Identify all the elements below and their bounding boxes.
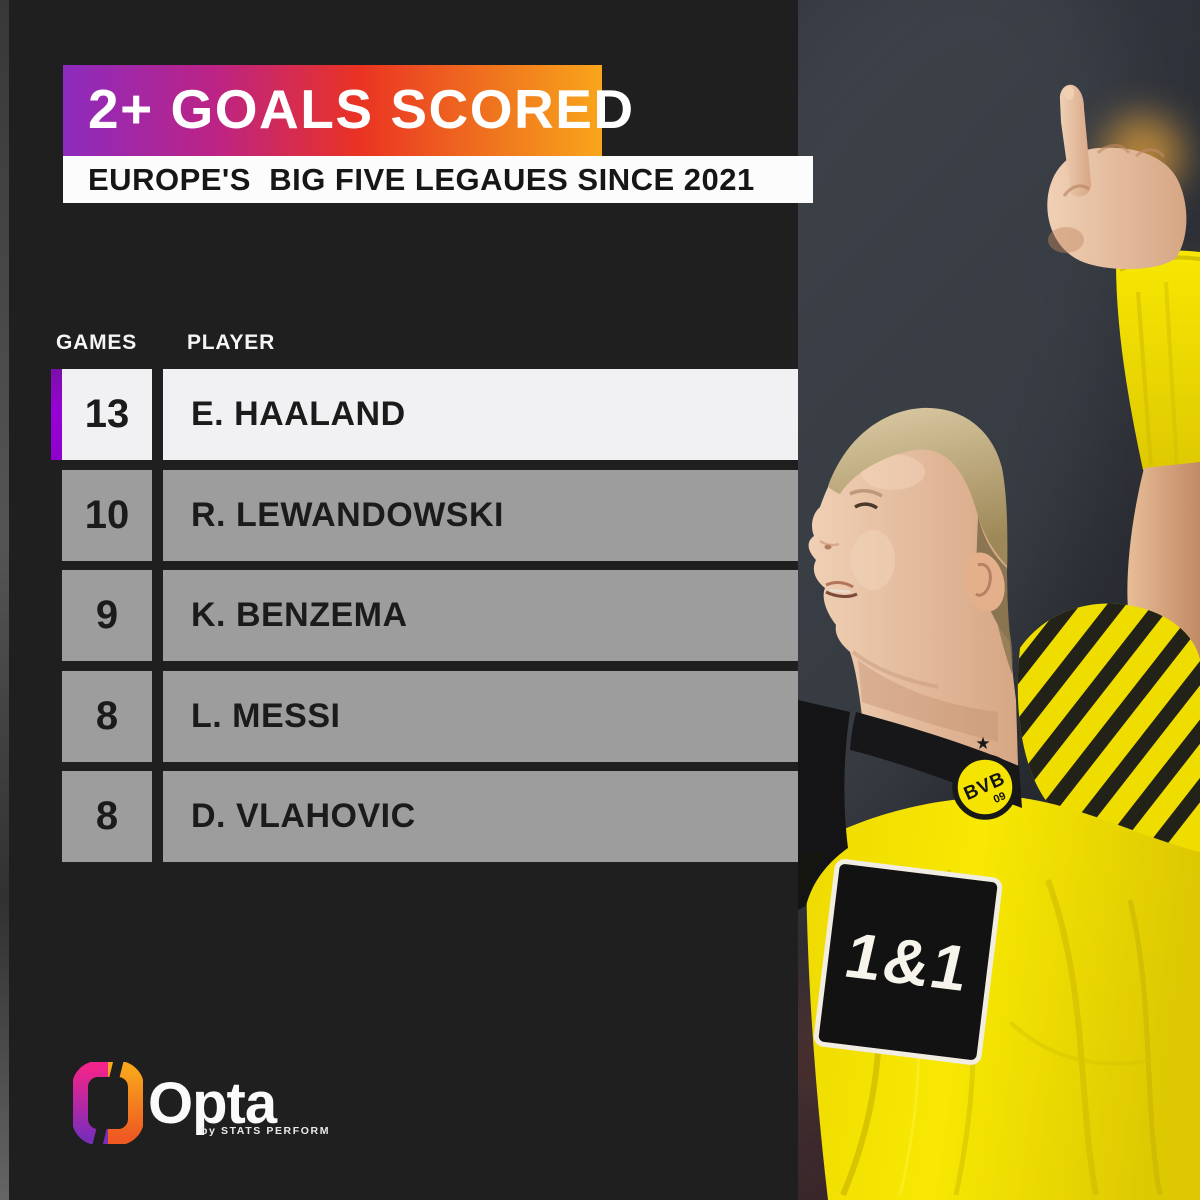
player-cell: D. VLAHOVIC [163,771,798,862]
left-edge-glow [0,0,9,1200]
puma-logo-icon [800,850,828,891]
page-title: 2+ GOALS SCORED [88,77,635,140]
player-cell: E. HAALAND [163,369,798,460]
eye [854,502,879,510]
ear [963,552,1005,612]
games-cell: 10 [62,469,152,561]
svg-text:1&1: 1&1 [839,919,978,1004]
player-cell: R. LEWANDOWSKI [163,469,798,561]
hair [828,407,1008,566]
head [808,407,1018,766]
table-row: 9 K. BENZEMA [62,570,798,661]
cell-gap [152,671,163,762]
eyebrow [849,489,883,498]
games-cell: 8 [62,670,152,762]
table-column-headers: GAMES PLAYER [0,331,798,355]
brand-subtext: by STATS PERFORM [201,1125,331,1137]
title-banner: 2+ GOALS SCORED [63,65,633,156]
cell-gap [152,771,163,862]
accent-bar [51,369,62,460]
subtitle-bar: EUROPE'S BIG FIVE LEGAUES SINCE 2021 [63,156,813,203]
bvb-badge-icon: ★ BVB 09 [952,734,1018,820]
svg-text:09: 09 [992,790,1008,806]
cell-gap [152,570,163,661]
table-row: 10 R. LEWANDOWSKI [62,469,798,561]
column-header-player: PLAYER [187,331,276,354]
opta-logo-icon [73,1043,143,1163]
page-subtitle: EUROPE'S BIG FIVE LEGAUES SINCE 2021 [88,161,755,197]
brand-name: Opta [148,1071,277,1136]
cell-gap [152,369,163,460]
sponsor-1and1-badge: 1&1 [813,859,1003,1065]
player-cell: K. BENZEMA [163,570,798,661]
mouth [825,590,858,598]
table-row: 8 L. MESSI [62,670,798,762]
cell-gap [152,470,163,561]
pointing-finger [1059,84,1092,197]
striped-shoulder [1017,603,1200,872]
games-cell: 13 [62,369,152,460]
haaland-photo-illustration: ★ BVB 09 1&1 [798,0,1200,1200]
column-header-games: GAMES [56,331,138,354]
table-row: 8 D. VLAHOVIC [62,771,798,862]
badge-star-icon: ★ [975,734,990,753]
leaderboard-table: 13 E. HAALAND 10 R. LEWANDOWSKI 9 K. BEN… [51,369,798,862]
player-cell: L. MESSI [163,670,798,762]
games-cell: 9 [62,570,152,661]
games-cell: 8 [62,771,152,862]
table-row: 13 E. HAALAND [51,369,798,460]
haaland-photo: ★ BVB 09 1&1 [798,0,1200,1200]
